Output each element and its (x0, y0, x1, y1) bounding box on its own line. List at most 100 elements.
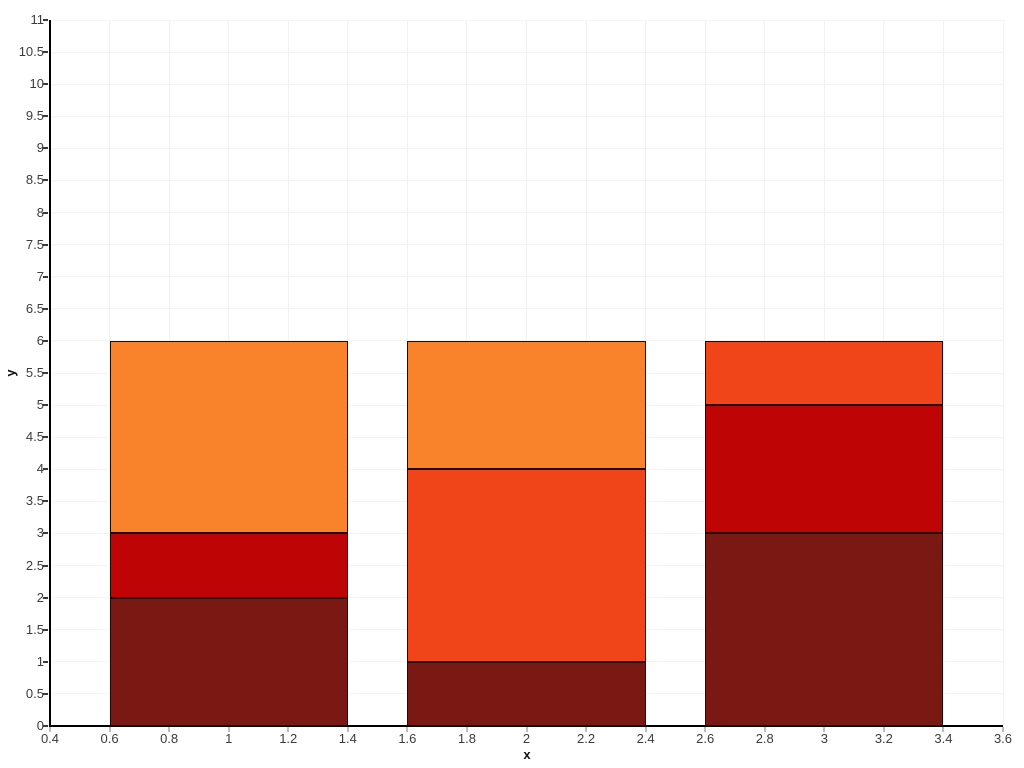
bars-layer (50, 20, 1003, 726)
y-tick (43, 404, 48, 407)
x-tick-label: 0.4 (40, 731, 60, 746)
y-tick (43, 532, 48, 535)
y-tick-label: 7 (36, 268, 44, 284)
y-tick-label: 3 (36, 525, 44, 541)
x-tick (525, 727, 528, 732)
y-tick-label: 6 (36, 332, 44, 348)
y-tick-label: 4.5 (25, 429, 44, 445)
y-tick-label: 3.5 (25, 493, 44, 509)
y-axis-title: y (3, 369, 18, 377)
y-tick-label: 1 (36, 653, 44, 669)
y-tick (43, 436, 48, 439)
x-tick-label: 2.6 (696, 731, 715, 746)
x-tick (168, 727, 171, 732)
x-tick-label: 2.2 (577, 731, 596, 746)
y-gridline (50, 19, 1003, 21)
y-gridline (50, 147, 1003, 149)
y-tick (43, 307, 48, 310)
y-tick (43, 564, 48, 567)
y-tick (43, 51, 48, 54)
y-tick-label: 9 (36, 140, 44, 156)
x-tick-label: 1.2 (279, 731, 298, 746)
y-tick-label: 2 (36, 589, 44, 605)
x-axis-title: x (523, 747, 531, 762)
y-tick-label: 10.5 (18, 44, 44, 60)
x-gridline (1002, 20, 1004, 726)
y-tick-label: 8 (36, 204, 44, 220)
y-tick (43, 660, 48, 663)
y-tick-label: 10 (29, 76, 44, 92)
y-tick-label: 7.5 (25, 236, 44, 252)
x-tick (287, 727, 290, 732)
x-tick (227, 727, 230, 732)
x-tick (942, 727, 945, 732)
y-tick-label: 4 (36, 461, 44, 477)
x-tick-label: 0.8 (160, 731, 179, 746)
x-tick-label: 1 (225, 731, 233, 746)
x-tick (704, 727, 707, 732)
y-tick (43, 19, 48, 21)
bar-segment (407, 469, 646, 662)
bar-segment (109, 533, 348, 598)
bar-segment (109, 597, 348, 726)
x-tick-label: 3.6 (993, 731, 1013, 746)
x-tick-label: 1.6 (398, 731, 417, 746)
bar-segment (705, 405, 944, 534)
x-tick-label: 2 (522, 731, 531, 746)
y-tick (43, 83, 48, 86)
y-tick-label: 11 (30, 12, 45, 27)
x-axis-line (49, 725, 1003, 727)
y-gridline (50, 276, 1003, 278)
x-tick-label: 2.8 (755, 731, 774, 746)
x-tick (644, 727, 647, 732)
y-tick (43, 211, 48, 214)
y-tick (43, 372, 48, 374)
x-tick (108, 727, 111, 732)
y-tick (43, 115, 48, 118)
x-tick (763, 727, 766, 732)
bar-segment (109, 340, 348, 534)
y-tick (43, 243, 48, 246)
y-gridline (50, 244, 1003, 246)
x-tick-label: 1.8 (457, 731, 476, 746)
x-tick (346, 727, 349, 732)
x-tick (465, 727, 468, 732)
y-gridline (50, 308, 1003, 310)
bar-segment (705, 340, 944, 406)
y-tick (43, 596, 48, 599)
y-axis-line (49, 20, 51, 727)
y-tick (43, 468, 48, 471)
y-tick-label: 1.5 (25, 621, 44, 637)
y-gridline (50, 115, 1003, 117)
y-tick-label: 8.5 (25, 172, 44, 188)
bar-segment (407, 340, 646, 470)
x-tick (823, 727, 826, 732)
y-tick (43, 275, 48, 278)
y-tick-label: 0 (36, 718, 44, 733)
x-tick (49, 727, 51, 732)
x-tick (882, 727, 885, 732)
y-tick (43, 692, 48, 695)
y-gridline (50, 51, 1003, 53)
x-tick (406, 727, 409, 732)
x-tick-label: 0.6 (100, 731, 119, 746)
y-tick (43, 339, 48, 342)
y-tick-label: 5.5 (25, 365, 44, 380)
y-tick-label: 6.5 (25, 300, 44, 316)
y-tick-label: 0.5 (25, 685, 44, 701)
bar-segment (407, 661, 646, 726)
x-tick (585, 727, 588, 732)
x-tick-label: 3 (820, 731, 828, 746)
x-tick (1002, 727, 1004, 732)
y-tick (43, 500, 48, 503)
y-gridline (50, 179, 1003, 181)
y-tick (43, 628, 48, 631)
x-tick-label: 3.4 (934, 731, 953, 746)
bar-segment (705, 533, 944, 726)
plot-area (49, 19, 1004, 727)
y-gridline (50, 212, 1003, 214)
y-tick (43, 179, 48, 182)
y-tick-label: 2.5 (25, 557, 44, 573)
y-tick-label: 9.5 (25, 108, 44, 124)
